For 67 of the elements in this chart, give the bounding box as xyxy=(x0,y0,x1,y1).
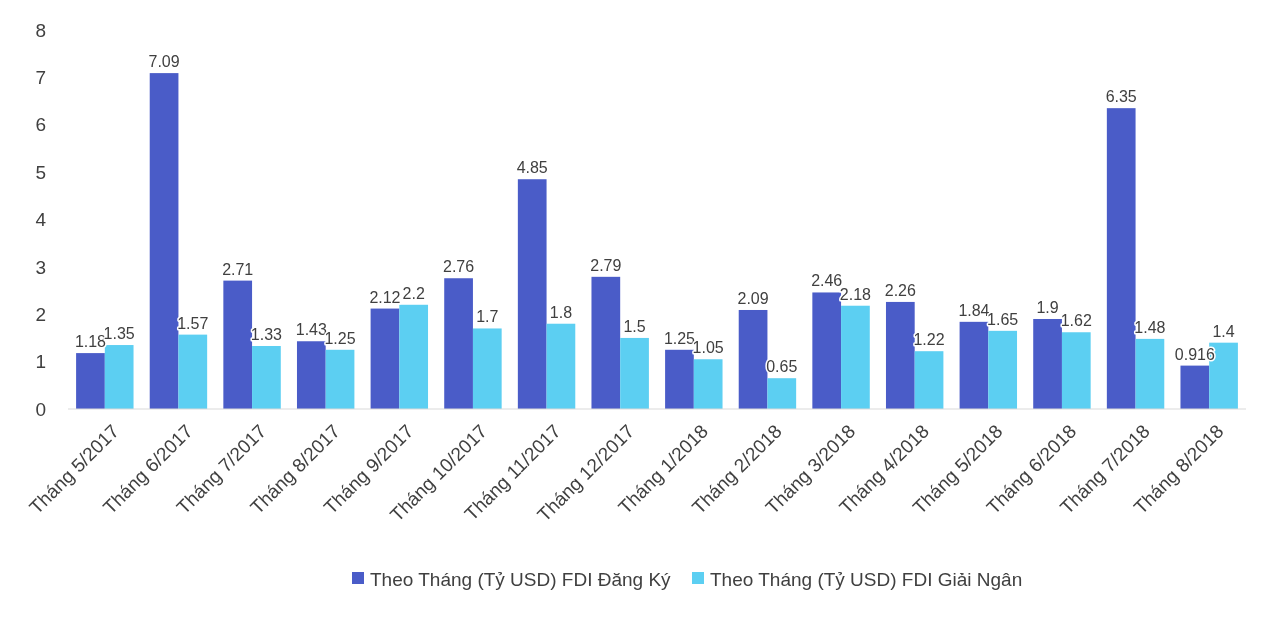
data-label: 2.26 xyxy=(884,281,916,299)
y-tick-label: 2 xyxy=(35,303,46,325)
bar xyxy=(325,349,355,409)
y-tick-label: 4 xyxy=(35,209,47,231)
bar xyxy=(591,276,621,409)
bar xyxy=(812,292,842,409)
bar xyxy=(1180,365,1210,409)
legend-label: Theo Tháng (Tỷ USD) FDI Giải Ngân xyxy=(710,568,1023,590)
data-label: 1.62 xyxy=(1060,312,1092,330)
y-tick-label: 5 xyxy=(35,161,46,183)
data-label: 1.48 xyxy=(1134,318,1166,336)
bar xyxy=(252,345,281,409)
data-label: 2.2 xyxy=(402,284,425,302)
bar xyxy=(546,323,576,409)
bar xyxy=(444,278,473,409)
bar xyxy=(1061,332,1091,409)
bar xyxy=(988,330,1018,409)
bar xyxy=(399,304,429,409)
data-label: 6.35 xyxy=(1105,88,1137,106)
data-label: 0.65 xyxy=(766,358,798,376)
y-tick-label: 6 xyxy=(35,114,46,136)
data-label: 1.84 xyxy=(958,301,990,319)
data-label: 2.79 xyxy=(590,256,622,274)
data-label: 2.18 xyxy=(839,285,872,303)
bar xyxy=(1106,108,1136,409)
y-tick-label: 3 xyxy=(35,256,46,278)
bar xyxy=(841,305,870,409)
bar xyxy=(620,337,649,409)
bar xyxy=(178,334,208,409)
y-tick-label: 7 xyxy=(35,67,46,89)
data-label: 2.76 xyxy=(443,258,475,276)
bar xyxy=(885,301,915,409)
data-label: 1.5 xyxy=(623,317,646,335)
data-label: 2.09 xyxy=(737,289,769,307)
y-tick-label: 0 xyxy=(35,398,46,420)
bar xyxy=(959,321,989,409)
data-label: 1.57 xyxy=(177,314,209,332)
data-label: 2.71 xyxy=(222,260,254,278)
bar xyxy=(296,341,326,409)
data-label: 4.85 xyxy=(516,159,548,177)
data-label: 2.12 xyxy=(369,288,401,306)
data-label: 1.18 xyxy=(74,333,107,351)
bar xyxy=(517,179,547,409)
bar xyxy=(149,73,179,409)
bar xyxy=(76,353,105,409)
data-label: 1.7 xyxy=(476,308,499,326)
legend-label: Theo Tháng (Tỷ USD) FDI Đăng Ký xyxy=(370,568,672,590)
bar xyxy=(370,308,400,409)
data-label: 1.25 xyxy=(663,329,696,347)
bar xyxy=(693,359,723,409)
bar xyxy=(665,349,694,409)
bar xyxy=(472,328,502,409)
data-label: 1.8 xyxy=(549,303,573,321)
bar xyxy=(104,345,134,409)
data-label: 7.09 xyxy=(148,53,180,71)
bar xyxy=(738,309,768,409)
y-tick-label: 8 xyxy=(35,19,46,41)
data-label: 1.33 xyxy=(250,325,283,343)
data-label: 1.9 xyxy=(1036,298,1059,316)
bar xyxy=(1033,318,1062,409)
bar xyxy=(223,280,253,409)
bar xyxy=(1135,338,1165,409)
data-label: 1.4 xyxy=(1212,322,1235,340)
bar xyxy=(767,378,797,409)
data-label: 1.43 xyxy=(295,321,327,339)
y-tick-label: 1 xyxy=(35,351,46,373)
bar xyxy=(914,351,944,409)
